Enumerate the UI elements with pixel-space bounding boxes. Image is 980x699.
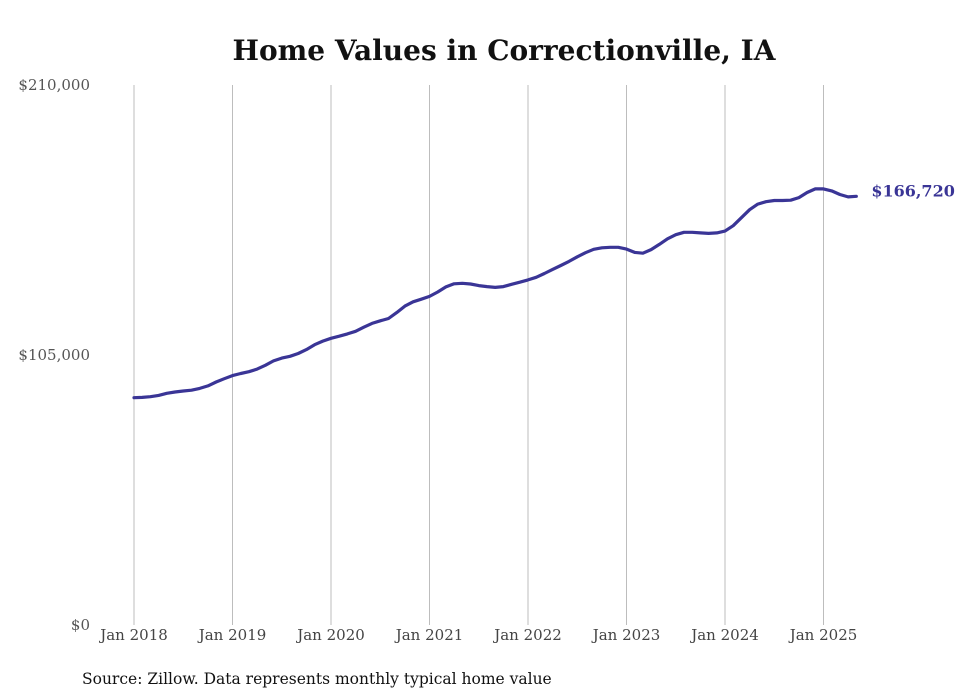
x-tick-label: Jan 2024 xyxy=(689,626,759,644)
source-note: Source: Zillow. Data represents monthly … xyxy=(82,670,552,688)
x-tick-label: Jan 2020 xyxy=(295,626,365,644)
x-tick-label: Jan 2018 xyxy=(98,626,168,644)
y-tick-label: $210,000 xyxy=(18,76,90,94)
x-axis-ticks: Jan 2018 Jan 2019 Jan 2020 Jan 2021 Jan 2022… xyxy=(98,626,857,644)
y-axis-ticks: $0 $105,000 $210,000 xyxy=(18,76,90,634)
y-tick-label: $105,000 xyxy=(18,346,90,364)
chart-title: Home Values in Correctionville, IA xyxy=(233,34,777,67)
end-value-label: $166,720 xyxy=(871,181,955,200)
x-tick-label: Jan 2021 xyxy=(394,626,464,644)
x-tick-label: Jan 2023 xyxy=(591,626,661,644)
x-tick-label: Jan 2022 xyxy=(492,626,562,644)
x-tick-label: Jan 2019 xyxy=(197,626,267,644)
gridlines xyxy=(133,85,824,625)
y-tick-label: $0 xyxy=(71,616,90,634)
x-tick-label: Jan 2025 xyxy=(788,626,858,644)
series-line xyxy=(132,187,858,400)
